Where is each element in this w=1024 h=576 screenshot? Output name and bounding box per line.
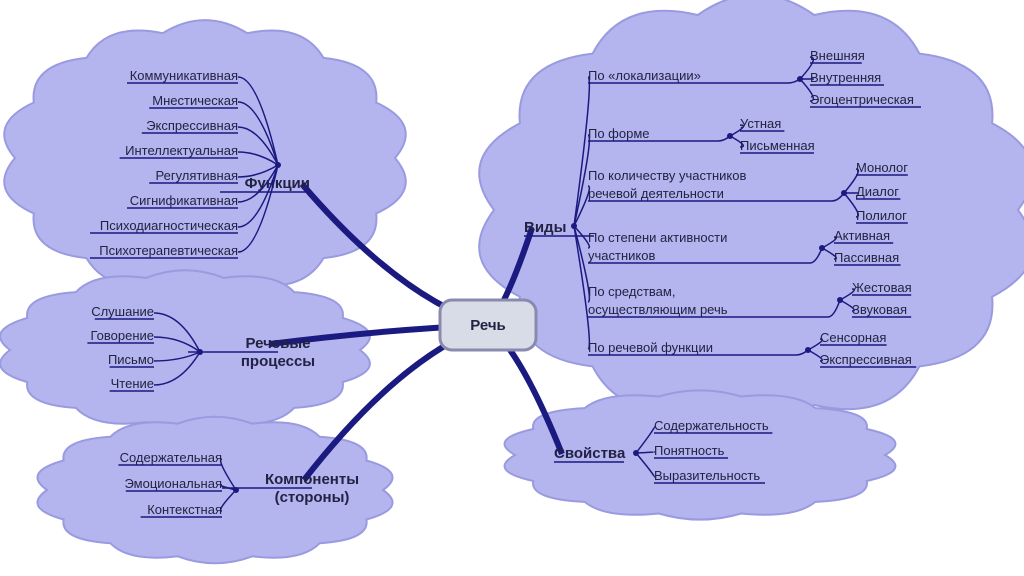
types-leaf: Внешняя [810, 48, 865, 63]
types-leaf: Монолог [856, 160, 908, 175]
types-sub-label: По степени активности [588, 230, 727, 245]
functions-leaf: Психодиагностическая [100, 218, 238, 233]
center-label: Речь [470, 317, 506, 334]
types-leaf: Устная [740, 116, 781, 131]
functions-title: Функции [245, 175, 310, 192]
join-dot [197, 349, 203, 355]
types-leaf: Сенсорная [820, 330, 886, 345]
processes-cloud [0, 270, 370, 429]
functions-leaf: Психотерапевтическая [99, 243, 238, 258]
types-leaf: Звуковая [852, 302, 907, 317]
types-leaf: Пассивная [834, 250, 899, 265]
types-leaf: Полилог [856, 208, 907, 223]
processes-leaf: Слушание [91, 304, 154, 319]
types-sub-label-2: осуществляющим речь [588, 302, 728, 317]
types-leaf: Жестовая [852, 280, 912, 295]
functions-leaf: Коммуникативная [130, 68, 238, 83]
processes-leaf: Говорение [90, 328, 154, 343]
components-title-2: (стороны) [275, 489, 350, 506]
types-sub-label-2: участников [588, 248, 655, 263]
processes-leaf: Чтение [111, 376, 154, 391]
functions-leaf: Регулятивная [156, 168, 238, 183]
properties-leaf: Выразительность [654, 468, 760, 483]
components-leaf: Контекстная [147, 502, 222, 517]
processes-title-2: процессы [241, 353, 315, 370]
components-leaf: Эмоциональная [124, 476, 222, 491]
functions-leaf: Сигнификативная [130, 193, 238, 208]
types-leaf: Внутренняя [810, 70, 881, 85]
types-leaf: Эгоцентрическая [810, 92, 914, 107]
join-dot [571, 223, 577, 229]
functions-leaf: Экспрессивная [146, 118, 238, 133]
types-sub-label: По речевой функции [588, 340, 713, 355]
types-leaf: Диалог [856, 184, 899, 199]
processes-title: Речевые [245, 335, 310, 352]
functions-leaf: Интеллектуальная [125, 143, 238, 158]
join-dot [275, 162, 281, 168]
join-dot [633, 450, 639, 456]
properties-title: Свойства [554, 445, 626, 462]
types-leaf: Активная [834, 228, 890, 243]
mindmap-canvas: Речь Функции Коммуникативная Мнестическая Эк… [0, 0, 1024, 576]
properties-leaf: Содержательность [654, 418, 769, 433]
types-cloud [479, 0, 1024, 426]
join-dot [233, 487, 239, 493]
types-sub-label: По средствам, [588, 284, 675, 299]
types-sub-label: По форме [588, 126, 650, 141]
components-title: Компоненты [265, 471, 359, 488]
processes-leaf: Письмо [108, 352, 154, 367]
types-title: Виды [524, 219, 566, 236]
types-sub-label: По «локализации» [588, 68, 701, 83]
types-leaf: Письменная [740, 138, 815, 153]
properties-leaf: Понятность [654, 443, 725, 458]
types-sub-label-2: речевой деятельности [588, 186, 724, 201]
types-leaf: Экспрессивная [820, 352, 912, 367]
components-leaf: Содержательная [120, 450, 222, 465]
functions-leaf: Мнестическая [152, 93, 238, 108]
types-sub-label: По количеству участников [588, 168, 746, 183]
